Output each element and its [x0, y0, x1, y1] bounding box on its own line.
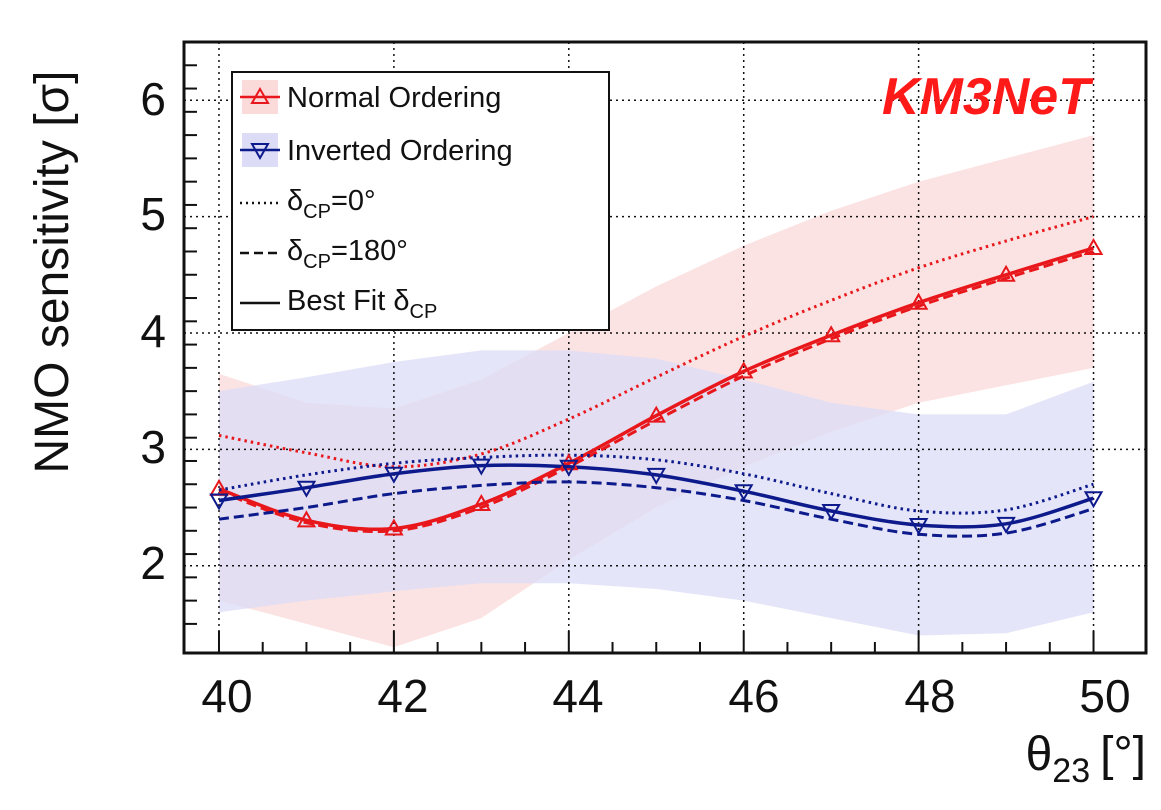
x-axis-title-symbol: θ — [1026, 728, 1053, 781]
y-axis-title: NMO sensitivity [σ] — [26, 70, 79, 473]
triangle-up-marker-icon — [250, 86, 270, 104]
series-io-dotted — [218, 453, 1094, 515]
x-tick-label: 46 — [728, 670, 779, 722]
x-tick-label: 42 — [377, 670, 428, 722]
legend-label-dcp-180: δCP=180° — [287, 235, 408, 273]
y-tick-label: 2 — [140, 537, 166, 589]
legend-entry-best-fit: Best Fit δCP — [240, 285, 437, 323]
normal-ordering-marker — [821, 325, 841, 343]
series-io-dashed — [218, 480, 1094, 538]
normal-ordering-marker — [646, 405, 666, 423]
legend-entry-inverted-ordering: Inverted Ordering — [240, 133, 513, 167]
legend-label-dcp-0: δCP=0° — [287, 185, 376, 223]
inverted-ordering-marker — [908, 517, 929, 535]
inverted-ordering-marker — [471, 458, 492, 476]
triangle-down-marker-icon — [250, 143, 270, 161]
legend-entry-dcp-180: δCP=180° — [240, 235, 408, 273]
x-tick-label: 50 — [1079, 670, 1130, 722]
normal-ordering-marker — [471, 494, 492, 512]
series-io-solid — [218, 463, 1094, 529]
x-axis-title-subscript: 23 — [1052, 752, 1090, 790]
normal-ordering-marker — [996, 264, 1016, 282]
km3net-brand-label: KM3NeT — [882, 68, 1094, 126]
axis-ticks — [184, 64, 1095, 653]
data-markers — [209, 237, 1104, 536]
legend-label-normal-ordering: Normal Ordering — [287, 82, 501, 114]
normal-ordering-marker — [559, 453, 579, 471]
inverted-ordering-marker — [559, 459, 579, 477]
inverted-ordering-marker — [1083, 491, 1104, 509]
legend-box — [231, 71, 610, 331]
inverted-ordering-marker — [209, 493, 229, 511]
plot-frame — [182, 40, 1148, 655]
legend: Normal Ordering Inverted Ordering δCP=0°… — [231, 71, 610, 331]
y-tick-label: 6 — [140, 73, 166, 125]
legend-dcp0-sub: CP — [303, 201, 331, 223]
legend-dcp0-value: =0° — [331, 185, 376, 217]
data-series — [218, 215, 1095, 538]
y-tick-label: 3 — [140, 421, 166, 473]
legend-best-fit-sub: CP — [410, 301, 438, 323]
x-tick-label: 48 — [904, 670, 955, 722]
normal-ordering-marker — [384, 518, 404, 536]
x-axis-title: θ23 [°] — [1026, 728, 1146, 790]
normal-ordering-marker — [733, 361, 754, 379]
y-tick-label: 5 — [140, 188, 166, 240]
inverted-ordering-marker — [646, 467, 666, 485]
inverted-ordering-marker — [384, 466, 404, 484]
legend-dcp180-value: =180° — [331, 235, 408, 267]
grid-lines — [184, 42, 1146, 653]
legend-label-inverted-ordering: Inverted Ordering — [287, 135, 513, 167]
series-no-dotted — [218, 215, 1094, 469]
x-tick-label: 40 — [201, 670, 252, 722]
series-no-solid — [218, 246, 1095, 532]
x-axis-title-unit: [°] — [1100, 728, 1146, 781]
y-tick-label: 4 — [140, 305, 166, 357]
legend-label-best-fit: Best Fit δCP — [287, 285, 437, 323]
normal-ordering-marker — [908, 292, 929, 310]
legend-entry-normal-ordering: Normal Ordering — [240, 80, 501, 114]
x-tick-label: 44 — [552, 670, 603, 722]
legend-entry-dcp-0: δCP=0° — [240, 185, 376, 223]
legend-dcp0-delta: δ — [287, 185, 303, 217]
inverted-ordering-marker — [733, 484, 754, 502]
legend-dcp180-sub: CP — [303, 251, 331, 273]
legend-best-fit-text: Best Fit δ — [287, 285, 410, 317]
inverted-ordering-marker — [821, 504, 841, 522]
inverted-ordering-marker — [296, 480, 317, 498]
series-no-dashed — [218, 250, 1094, 534]
band-io — [219, 350, 1094, 636]
inverted-ordering-marker — [996, 516, 1016, 534]
normal-ordering-marker — [296, 510, 317, 528]
legend-dcp180-delta: δ — [287, 235, 303, 267]
normal-ordering-marker — [1083, 237, 1104, 255]
